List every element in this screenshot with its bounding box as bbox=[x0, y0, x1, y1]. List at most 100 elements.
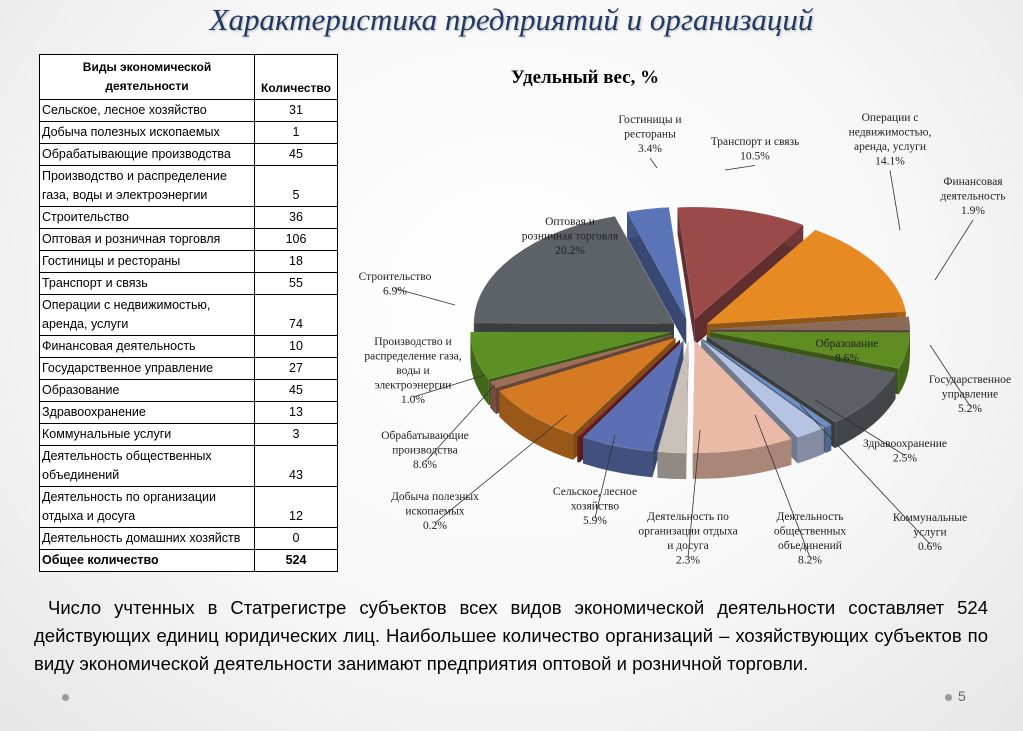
pie-callout-line: Строительство bbox=[359, 271, 432, 283]
table-body: Сельское, лесное хозяйство 31 Добыча полез… bbox=[39, 99, 338, 550]
activity-cell: Производство и распределение газа, воды … bbox=[39, 165, 255, 207]
pie-callout-line: Добыча полезных bbox=[391, 491, 479, 503]
pie-chart: Удельный вес, % Гостиницы и рестораны 3.4%… bbox=[345, 55, 1023, 595]
pie-callout-line: рестораны bbox=[624, 129, 676, 141]
count-cell: 74 bbox=[254, 294, 338, 336]
pie-callout-line: Финансовая bbox=[943, 176, 1003, 188]
activity-cell: Государственное управление bbox=[39, 357, 255, 380]
pie-callout-leader bbox=[754, 414, 811, 558]
table-row: Производство и распределение газа, воды … bbox=[39, 165, 338, 207]
pie-slice bbox=[582, 339, 684, 478]
pie-callout-leader bbox=[649, 157, 658, 169]
pie-chart-svg: Гостиницы и рестораны 3.4% Транспорт и связ… bbox=[359, 112, 1011, 567]
decor-dot-right bbox=[945, 694, 952, 701]
pie-callout-line: 1.9% bbox=[961, 205, 985, 217]
pie-callout: Строительство 6.9% bbox=[359, 271, 456, 306]
activity-cell: Добыча полезных ископаемых bbox=[39, 121, 255, 144]
activity-cell: Гостиницы и рестораны bbox=[39, 250, 255, 273]
table-row: Гостиницы и рестораны 18 bbox=[39, 250, 338, 273]
pie-callout-leader bbox=[799, 404, 931, 545]
pie-callout-line: воды и bbox=[396, 365, 429, 377]
table-row: Добыча полезных ископаемых 1 bbox=[39, 121, 338, 144]
pie-callout: Транспорт и связь 10.5% bbox=[711, 136, 799, 171]
pie-callout-line: недвижимостью, bbox=[849, 127, 932, 139]
activity-cell: Финансовая деятельность bbox=[39, 335, 255, 358]
pie-slice bbox=[657, 341, 689, 480]
pie-callout-leader bbox=[424, 384, 496, 463]
pie-callout-line: Производство и bbox=[374, 336, 451, 348]
pie-callout-line: Оптовая и bbox=[545, 216, 595, 228]
pie-callout-line: распределение газа, bbox=[364, 351, 461, 363]
count-cell: 55 bbox=[254, 272, 338, 295]
pie-callout-line: Деятельность по bbox=[647, 511, 729, 523]
activity-cell: Деятельность домашних хозяйств bbox=[39, 527, 255, 550]
pie-callouts: Гостиницы и рестораны 3.4% Транспорт и связ… bbox=[359, 112, 1011, 567]
pie-callout-leader bbox=[687, 429, 701, 558]
pie-callout-line: производства bbox=[392, 445, 458, 457]
pie-callout-line: 10.5% bbox=[740, 151, 770, 163]
slide-title: Характеристика предприятий и организаций bbox=[209, 2, 814, 37]
pie-slices bbox=[470, 206, 911, 480]
activity-cell: Деятельность по организации отдыха и дос… bbox=[39, 486, 255, 528]
pie-callout-line: 20.2% bbox=[555, 245, 585, 257]
activity-cell: Коммунальные услуги bbox=[39, 423, 255, 446]
pie-callout-line: хозяйство bbox=[571, 501, 620, 513]
pie-callout: Гостиницы и рестораны 3.4% bbox=[618, 114, 682, 169]
pie-callout-leader bbox=[412, 374, 486, 398]
table-row: Образование 45 bbox=[39, 379, 338, 402]
table-row: Деятельность общественных объединений 43 bbox=[39, 445, 338, 487]
pie-callout: Обрабатывающие производства 8.6% bbox=[381, 384, 496, 471]
pie-callout-line: Операции с bbox=[862, 112, 919, 124]
table-row: Оптовая и розничная торговля 106 bbox=[39, 228, 338, 251]
pie-callout-line: Обрабатывающие bbox=[381, 430, 469, 442]
count-cell: 3 bbox=[254, 423, 338, 446]
pie-callout: Оптовая и розничная торговля 20.2% bbox=[522, 216, 619, 257]
pie-callout: Деятельность по организации отдыха и досуг… bbox=[638, 429, 738, 567]
pie-callout-leader bbox=[934, 219, 974, 281]
count-cell: 43 bbox=[254, 445, 338, 487]
pie-callout-line: услуги bbox=[913, 527, 946, 539]
table-row: Обрабатывающие производства 45 bbox=[39, 143, 338, 166]
pie-callout-line: Образование bbox=[815, 338, 878, 350]
pie-callout-line: 0.6% bbox=[918, 541, 942, 553]
total-label: Общее количество bbox=[39, 549, 255, 572]
pie-callout: Финансовая деятельность 1.9% bbox=[934, 176, 1005, 281]
header-activity: Виды экономической деятельности bbox=[39, 54, 255, 100]
table-total-row: Общее количество 524 bbox=[39, 549, 338, 572]
count-cell: 45 bbox=[254, 379, 338, 402]
activity-cell: Деятельность общественных объединений bbox=[39, 445, 255, 487]
count-cell: 5 bbox=[254, 165, 338, 207]
pie-callout-line: 8.2% bbox=[798, 555, 822, 567]
pie-slice bbox=[692, 340, 792, 479]
pie-callout-leader bbox=[594, 434, 616, 519]
pie-callout-line: 2.3% bbox=[676, 555, 700, 567]
pie-callout-line: электроэнергии bbox=[375, 380, 452, 392]
count-cell: 13 bbox=[254, 401, 338, 424]
pie-slice bbox=[677, 206, 804, 346]
table-row: Здравоохранение 13 bbox=[39, 401, 338, 424]
pie-callout: Образование 8.6% bbox=[815, 338, 878, 365]
count-cell: 106 bbox=[254, 228, 338, 251]
pie-callout-line: 8.6% bbox=[835, 353, 859, 365]
count-cell: 31 bbox=[254, 99, 338, 122]
pie-callout-line: аренда, услуги bbox=[854, 141, 926, 153]
pie-callout-line: и досуга bbox=[667, 540, 708, 552]
table-row: Строительство 36 bbox=[39, 206, 338, 229]
pie-callout-line: 5.9% bbox=[583, 515, 607, 527]
count-cell: 12 bbox=[254, 486, 338, 528]
activity-cell: Строительство bbox=[39, 206, 255, 229]
count-cell: 45 bbox=[254, 143, 338, 166]
pie-callout: Здравоохранение 2.5% bbox=[814, 399, 947, 465]
pie-callout-leader bbox=[814, 399, 906, 456]
pie-callout-line: Сельское, лесное bbox=[553, 486, 637, 498]
activity-cell: Операции с недвижимостью, аренда, услуги bbox=[39, 294, 255, 336]
count-cell: 18 bbox=[254, 250, 338, 273]
activity-cell: Образование bbox=[39, 379, 255, 402]
total-count: 524 bbox=[254, 549, 338, 572]
pie-callout-line: розничная торговля bbox=[522, 231, 619, 243]
pie-callout-leader bbox=[889, 170, 901, 231]
pie-callout-line: управление bbox=[942, 389, 998, 401]
pie-callout-leader bbox=[434, 414, 568, 524]
table-row: Коммунальные услуги 3 bbox=[39, 423, 338, 446]
pie-callout: Операции с недвижимостью, аренда, услуги 14… bbox=[849, 112, 932, 231]
